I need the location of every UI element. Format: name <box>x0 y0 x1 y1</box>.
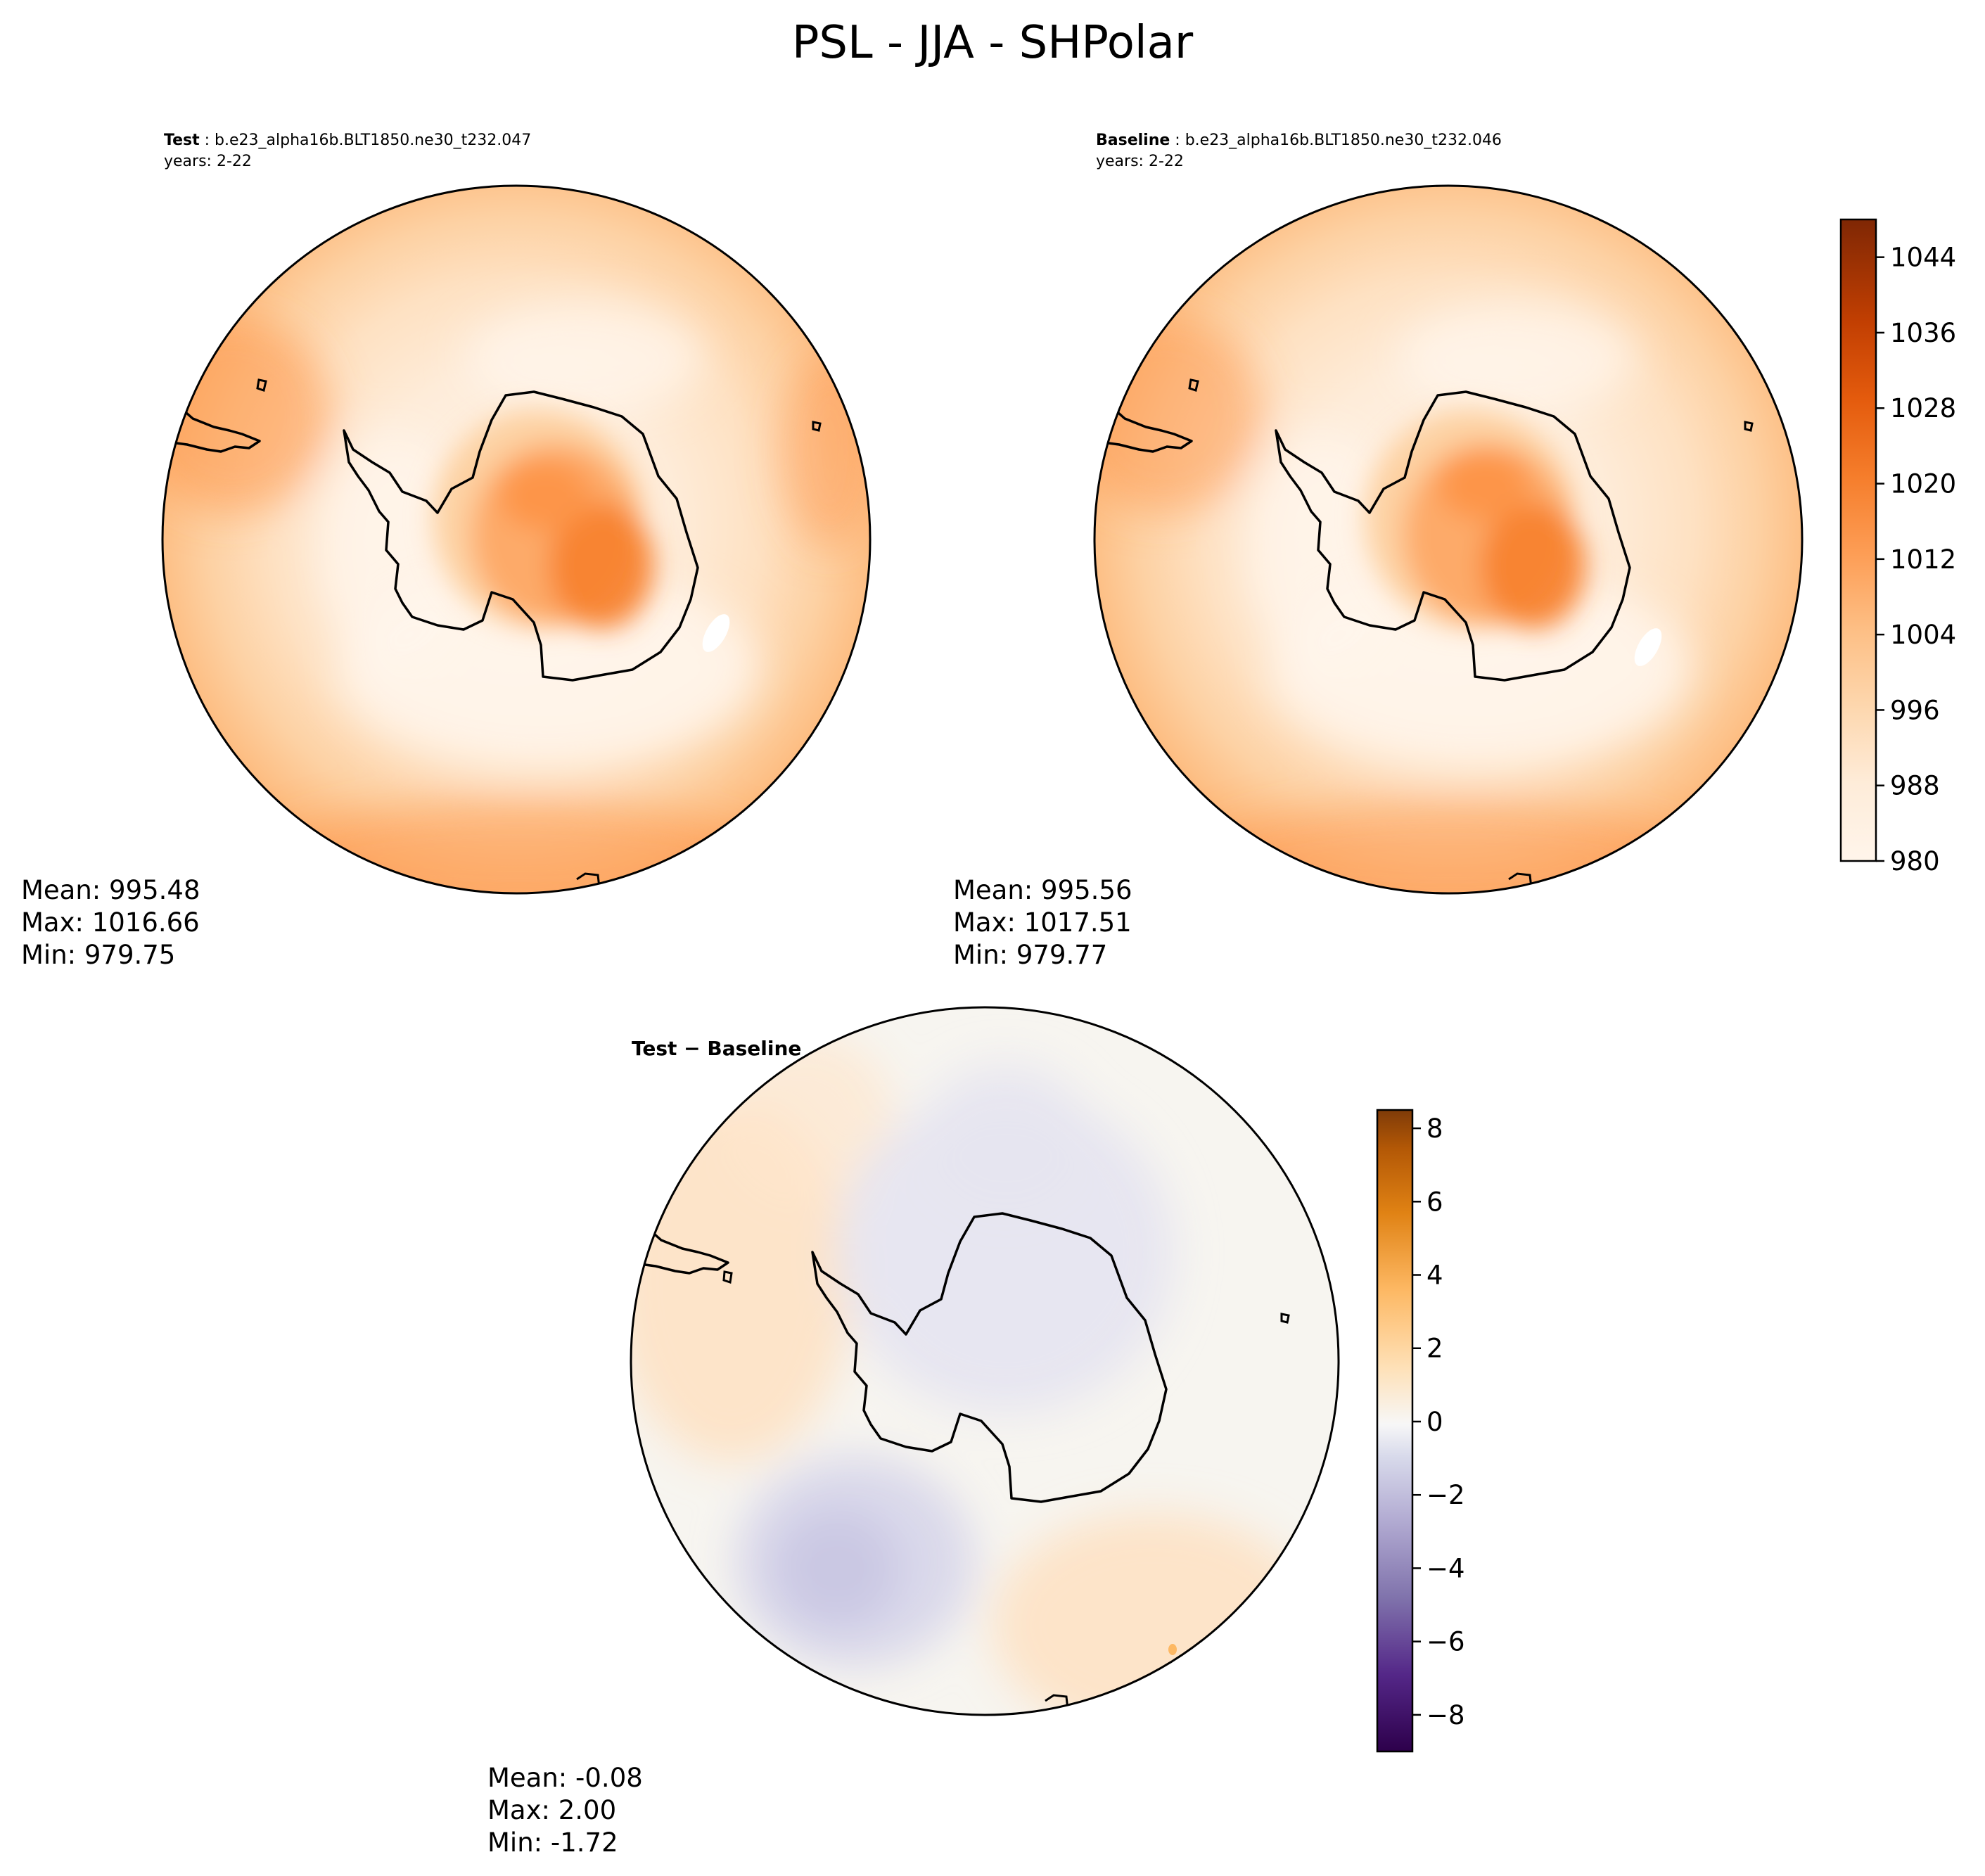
stat-baseline-min: Min: 979.77 <box>953 940 1107 970</box>
colorbar-abs-tick-label: 1004 <box>1890 620 1956 650</box>
panel-baseline: Baseline : b.e23_alpha16b.BLT1850.ne30_t… <box>953 132 1804 970</box>
colorbar-abs-tick-label: 980 <box>1890 846 1940 876</box>
figure-title: PSL - JJA - SHPolar <box>792 17 1194 69</box>
panel-baseline-case: : b.e23_alpha16b.BLT1850.ne30_t232.046 <box>1170 132 1502 149</box>
stat-diff-max: Max: 2.00 <box>487 1795 616 1825</box>
panel-test-case: : b.e23_alpha16b.BLT1850.ne30_t232.047 <box>200 132 532 149</box>
colorbar-diff-tick-label: −2 <box>1426 1480 1465 1510</box>
map-baseline-boundary <box>1093 184 1804 895</box>
colorbar-abs-tick-label: 996 <box>1890 695 1940 725</box>
colorbar-diff-tick-label: 6 <box>1426 1187 1443 1217</box>
panel-test-years: years: 2-22 <box>164 153 252 170</box>
panel-test: Test : b.e23_alpha16b.BLT1850.ne30_t232.… <box>21 132 872 970</box>
colorbar-abs-tick-label: 1020 <box>1890 469 1956 499</box>
panel-baseline-label: Baseline <box>1096 132 1170 149</box>
stat-test-mean: Mean: 995.48 <box>21 875 200 905</box>
map-test <box>162 186 870 893</box>
stat-diff-min: Min: -1.72 <box>487 1827 618 1858</box>
map-diff-boundary <box>630 1006 1340 1716</box>
colorbar-diff-tick-label: 4 <box>1426 1261 1443 1291</box>
panel-test-label: Test <box>164 132 200 149</box>
colorbar-diff-tick-label: −4 <box>1426 1553 1465 1583</box>
colorbar-diff-tick-label: −6 <box>1426 1627 1465 1657</box>
map-test-boundary <box>161 184 872 895</box>
colorbar-abs-tick-label: 1028 <box>1890 393 1956 423</box>
colorbar-diff: 8 6 4 2 0 −2 −4 −6 −8 <box>1376 1109 1465 1753</box>
colorbar-abs: 980 988 996 1004 1012 1020 1028 1036 1044 <box>1839 218 1956 876</box>
panel-baseline-header: Baseline : b.e23_alpha16b.BLT1850.ne30_t… <box>1096 132 1502 149</box>
colorbar-diff-tick-label: 2 <box>1426 1334 1443 1364</box>
stat-baseline-max: Max: 1017.51 <box>953 907 1132 938</box>
panel-test-header: Test : b.e23_alpha16b.BLT1850.ne30_t232.… <box>164 132 531 149</box>
colorbar-diff-tick-label: −8 <box>1426 1700 1465 1730</box>
colorbar-abs-ticks: 980 988 996 1004 1012 1020 1028 1036 1044 <box>1876 243 1956 876</box>
panel-diff-header: Test − Baseline <box>632 1037 801 1060</box>
stat-diff-mean: Mean: -0.08 <box>487 1763 643 1793</box>
colorbar-diff-tick-label: 8 <box>1426 1114 1443 1144</box>
panel-diff: Test − Baseline Mean: -0.08 Max: 2.00 Mi… <box>487 1006 1340 1858</box>
map-baseline <box>1094 186 1802 893</box>
panel-baseline-years: years: 2-22 <box>1096 153 1184 170</box>
colorbar-abs-bar <box>1839 218 1877 862</box>
colorbar-abs-tick-label: 988 <box>1890 771 1940 801</box>
colorbar-abs-tick-label: 1044 <box>1890 243 1956 273</box>
colorbar-abs-tick-label: 1012 <box>1890 544 1956 575</box>
map-diff <box>631 1007 1339 1715</box>
colorbar-diff-tick-label: 0 <box>1426 1407 1443 1437</box>
stat-test-max: Max: 1016.66 <box>21 907 200 938</box>
stat-test-min: Min: 979.75 <box>21 940 175 970</box>
colorbar-abs-tick-label: 1036 <box>1890 318 1956 348</box>
stat-baseline-mean: Mean: 995.56 <box>953 875 1132 905</box>
colorbar-diff-ticks: 8 6 4 2 0 −2 −4 −6 −8 <box>1412 1114 1465 1730</box>
colorbar-diff-bar <box>1376 1109 1414 1753</box>
